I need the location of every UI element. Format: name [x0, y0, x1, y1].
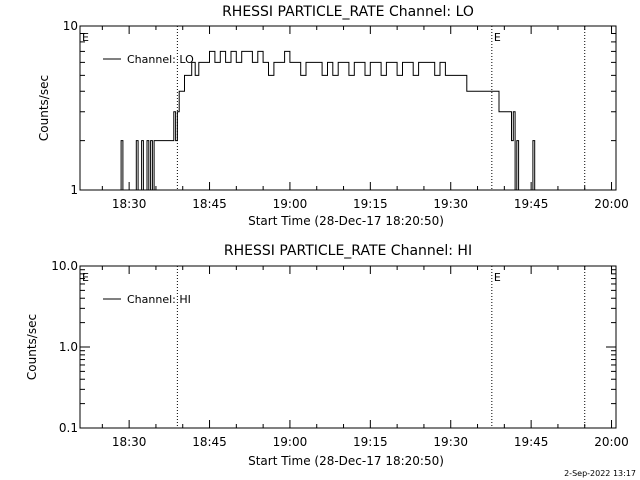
y-tick-label: 10.0 — [51, 259, 78, 273]
lo-y-axis-label: Counts/sec — [37, 75, 51, 141]
hi-plot-frame — [79, 265, 617, 429]
x-tick-label: 18:30 — [112, 435, 147, 449]
x-tick-label: 18:30 — [112, 197, 147, 211]
hi-chart-title: RHESSI PARTICLE_RATE Channel: HI — [224, 243, 472, 259]
x-tick-label: 18:45 — [192, 197, 227, 211]
lo-legend: Channel: LO — [103, 53, 194, 66]
hi-y-ticks: 0.1 1.0 10.0 — [51, 259, 616, 435]
event-marker-label: E — [494, 31, 501, 44]
x-tick-label: 19:00 — [273, 435, 308, 449]
y-tick-label: 1 — [70, 183, 78, 197]
lo-x-ticks: 18:30 18:45 19:00 19:15 19:30 19:45 20:00 — [101, 26, 629, 211]
x-tick-label: 20:00 — [594, 435, 629, 449]
x-tick-label: 19:30 — [433, 435, 468, 449]
y-tick-label: 0.1 — [59, 421, 78, 435]
lo-plot-frame — [79, 25, 617, 191]
generation-timestamp: 2-Sep-2022 13:17 — [564, 469, 636, 478]
x-tick-label: 19:15 — [353, 197, 388, 211]
lo-y-ticks: 1 10 — [63, 19, 616, 197]
hi-legend-label: Channel: HI — [127, 293, 191, 306]
event-marker-label: E — [82, 271, 89, 284]
y-tick-label: 1.0 — [59, 340, 78, 354]
lo-channel-panel: RHESSI PARTICLE_RATE Channel: LO 18:30 18… — [37, 4, 629, 228]
x-tick-label: 19:00 — [273, 197, 308, 211]
series-line — [119, 50, 540, 191]
lo-chart-title: RHESSI PARTICLE_RATE Channel: LO — [222, 4, 474, 20]
event-marker-label: E — [494, 271, 501, 284]
event-marker-label: E — [82, 31, 89, 44]
hi-x-ticks: 18:30 18:45 19:00 19:15 19:30 19:45 20:00 — [101, 266, 629, 449]
x-tick-label: 20:00 — [594, 197, 629, 211]
x-tick-label: 18:45 — [192, 435, 227, 449]
hi-legend: Channel: HI — [103, 293, 191, 306]
x-tick-label: 19:30 — [433, 197, 468, 211]
lo-x-axis-label: Start Time (28-Dec-17 18:20:50) — [248, 214, 444, 228]
hi-channel-panel: RHESSI PARTICLE_RATE Channel: HI 18:30 18… — [25, 243, 629, 468]
x-tick-label: 19:15 — [353, 435, 388, 449]
y-tick-label: 10 — [63, 19, 78, 33]
hi-y-axis-label: Counts/sec — [25, 314, 39, 380]
x-tick-label: 19:45 — [514, 435, 549, 449]
lo-series — [119, 50, 540, 191]
hi-x-axis-label: Start Time (28-Dec-17 18:20:50) — [248, 454, 444, 468]
x-tick-label: 19:45 — [514, 197, 549, 211]
lo-legend-label: Channel: LO — [127, 53, 194, 66]
